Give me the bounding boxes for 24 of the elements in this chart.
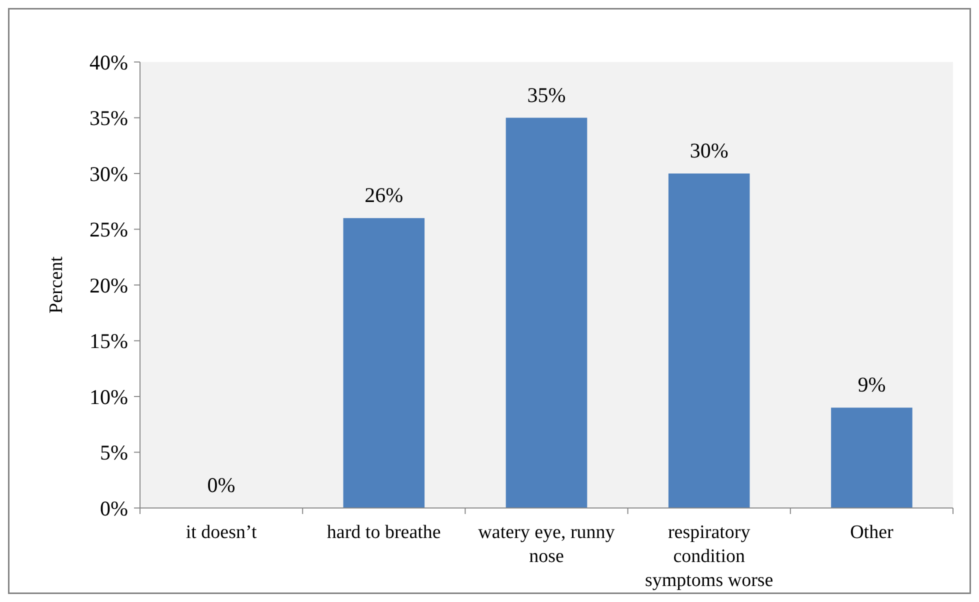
y-tick-label: 40%	[90, 50, 128, 74]
bar	[506, 118, 588, 508]
x-tick-label: watery eye, runny nose	[478, 522, 616, 567]
y-tick-label: 5%	[100, 440, 128, 465]
x-tick-label: Other	[850, 522, 894, 543]
x-tick-label: it doesn’t	[186, 522, 258, 543]
y-tick-label: 15%	[90, 329, 128, 354]
bar	[831, 408, 912, 508]
data-label: 0%	[207, 473, 236, 497]
data-label: 35%	[527, 82, 566, 107]
y-tick-label: 35%	[90, 106, 128, 130]
data-label: 9%	[858, 372, 886, 397]
data-label: 30%	[690, 138, 728, 162]
y-axis-title: Percent	[46, 256, 67, 314]
y-tick-label: 20%	[90, 273, 128, 298]
y-tick-label: 0%	[100, 496, 128, 520]
y-tick-label: 25%	[90, 218, 128, 242]
x-tick-label: hard to breathe	[326, 522, 441, 543]
bar	[343, 218, 425, 508]
x-tick-label: respiratory condition symptoms worse	[644, 522, 774, 591]
bar	[668, 174, 750, 508]
y-tick-label: 10%	[90, 384, 128, 409]
y-tick-label: 30%	[90, 162, 128, 186]
data-label: 26%	[364, 183, 404, 208]
